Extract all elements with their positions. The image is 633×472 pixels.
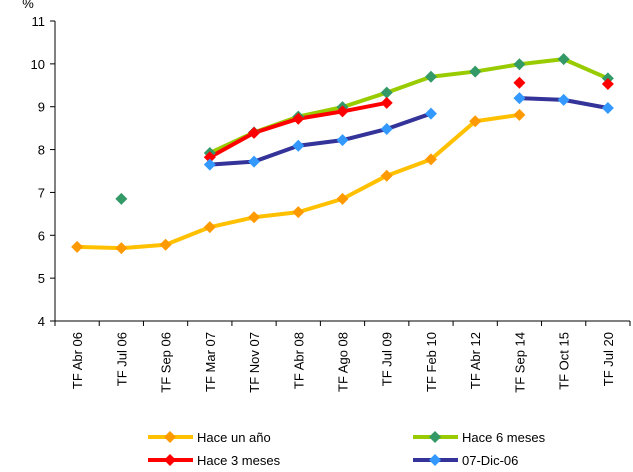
data-point-1 (557, 53, 570, 66)
x-tick-label: TF Jul 09 (380, 332, 395, 386)
data-point-3 (203, 158, 216, 171)
data-point-0 (71, 240, 84, 253)
data-point-1 (115, 192, 128, 205)
legend: Hace un año Hace 6 meses Hace 3 meses 07-Di… (148, 430, 546, 468)
x-tick-label: TF Sep 06 (159, 332, 174, 393)
series-line-1 (207, 57, 610, 155)
data-point-3 (380, 123, 393, 135)
y-axis-label: % (22, 0, 34, 11)
data-point-3 (601, 102, 614, 114)
x-tick-label: TF Abr 08 (291, 332, 306, 389)
y-tick-label: 7 (38, 185, 45, 200)
x-tick-label: TF Oct 15 (557, 332, 572, 390)
data-point-0 (336, 192, 349, 205)
data-point-3 (424, 107, 437, 120)
y-tick-label: 6 (38, 228, 45, 243)
x-tick-label: TF Jul 20 (601, 332, 616, 386)
y-tick-label: 10 (31, 57, 45, 72)
y-tick-label: 8 (38, 143, 45, 158)
data-point-2 (380, 96, 393, 109)
data-point-1 (380, 86, 393, 99)
data-point-2 (336, 105, 349, 118)
data-point-2 (292, 112, 305, 125)
x-tick-label: TF Jul 06 (114, 332, 129, 386)
data-point-3 (292, 139, 305, 152)
data-point-2 (513, 76, 526, 89)
data-point-0 (159, 238, 172, 251)
data-point-3 (557, 93, 570, 106)
legend-marker-3 (429, 454, 441, 466)
y-tick-label: 11 (32, 14, 46, 29)
data-point-3 (513, 92, 526, 105)
data-point-0 (248, 211, 261, 224)
data-point-2 (601, 78, 614, 90)
data-point-3 (248, 155, 261, 168)
legend-label-2: Hace 3 meses (197, 453, 281, 468)
data-point-1 (424, 70, 437, 83)
data-point-0 (203, 221, 216, 234)
x-tick-label: TF Abr 06 (70, 332, 85, 389)
data-point-2 (203, 151, 216, 164)
x-tick-label: TF Feb 10 (424, 332, 439, 392)
data-point-0 (469, 115, 482, 128)
data-point-0 (292, 206, 305, 219)
legend-label-1: Hace 6 meses (462, 430, 546, 445)
data-point-0 (380, 169, 393, 182)
x-tick-label: TF Abr 12 (468, 332, 483, 389)
series-line-0 (75, 112, 522, 251)
x-axis: TF Abr 06 TF Jul 06 TF Sep 06 TF Mar 07 TF N… (54, 320, 631, 393)
y-tick-label: 4 (38, 314, 45, 329)
data-point-0 (513, 108, 526, 121)
legend-label-3: 07-Dic-06 (462, 453, 518, 468)
series-markers (71, 53, 614, 255)
y-tick-label: 9 (38, 100, 45, 115)
data-point-3 (336, 134, 349, 147)
data-point-2 (248, 126, 261, 139)
x-tick-label: TF Ago 08 (336, 332, 351, 392)
legend-marker-0 (164, 431, 176, 443)
x-tick-label: TF Mar 07 (203, 332, 218, 392)
data-point-0 (424, 153, 437, 166)
data-point-1 (513, 58, 526, 71)
series-line-3 (207, 111, 433, 167)
data-point-1 (469, 65, 482, 78)
x-tick-label: TF Nov 07 (247, 332, 262, 393)
x-tick-label: TF Sep 14 (512, 332, 527, 393)
series-lines (75, 57, 610, 251)
y-axis: 4 5 6 7 8 9 10 11 (31, 14, 56, 329)
legend-label-0: Hace un año (197, 430, 271, 445)
legend-marker-1 (429, 431, 441, 443)
legend-marker-2 (164, 454, 176, 466)
data-point-0 (115, 242, 128, 255)
y-tick-label: 5 (38, 271, 45, 286)
